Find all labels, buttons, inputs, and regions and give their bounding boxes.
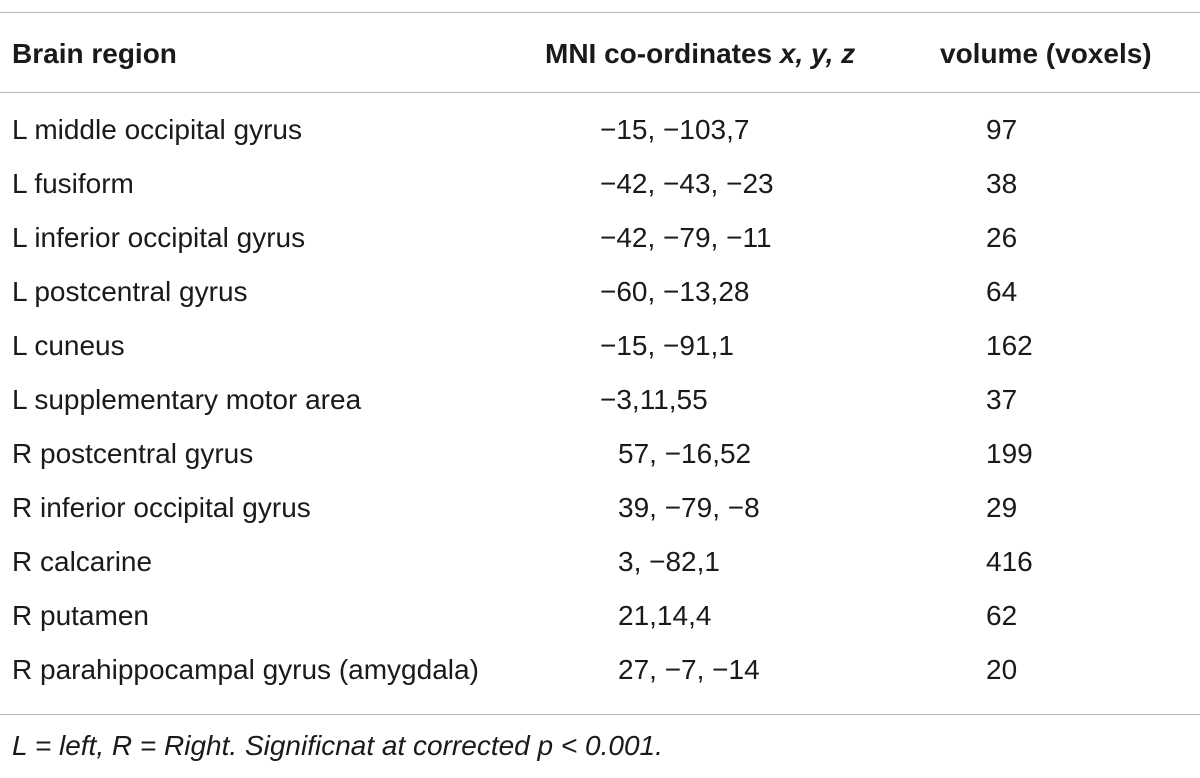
- table-row: L cuneus −15, −91,1 162: [0, 320, 1200, 374]
- cell-mni: −15, −91,1: [600, 330, 734, 361]
- cell-volume: 38: [986, 168, 1018, 199]
- table-row: R parahippocampal gyrus (amygdala) 27, −…: [0, 644, 1200, 698]
- cell-mni: 3, −82,1: [618, 546, 720, 577]
- cell-mni: −60, −13,28: [600, 276, 750, 307]
- table-row: L middle occipital gyrus −15, −103,7 97: [0, 104, 1200, 158]
- cell-mni: 27, −7, −14: [618, 654, 760, 685]
- header-mni-label: MNI co-ordinates: [545, 38, 780, 69]
- cell-mni: −42, −79, −11: [600, 222, 772, 253]
- table-top-rule: [0, 12, 1200, 13]
- cell-mni: −3,11,55: [600, 384, 708, 415]
- table-row: R postcentral gyrus 57, −16,52 199: [0, 428, 1200, 482]
- cell-volume: 162: [986, 330, 1033, 361]
- cell-mni: 57, −16,52: [618, 438, 752, 469]
- cell-region: L middle occipital gyrus: [12, 114, 302, 145]
- cell-volume: 199: [986, 438, 1033, 469]
- cell-mni: −15, −103,7: [600, 114, 750, 145]
- table-row: L fusiform −42, −43, −23 38: [0, 158, 1200, 212]
- header-divider-rule: [0, 92, 1200, 93]
- cell-volume: 20: [986, 654, 1018, 685]
- table-footnote: L = left, R = Right. Significnat at corr…: [12, 730, 663, 761]
- cell-region: R parahippocampal gyrus (amygdala): [12, 654, 479, 685]
- cell-region: L supplementary motor area: [12, 384, 362, 415]
- cell-region: R calcarine: [12, 546, 153, 577]
- cell-mni: 39, −79, −8: [618, 492, 760, 523]
- cell-volume: 26: [986, 222, 1018, 253]
- table-row: L supplementary motor area −3,11,55 37: [0, 374, 1200, 428]
- table-row: L inferior occipital gyrus −42, −79, −11…: [0, 212, 1200, 266]
- header-mni-axes: x, y, z: [779, 38, 856, 69]
- cell-volume: 37: [986, 384, 1018, 415]
- header-mni-coordinates: MNI co-ordinates x, y, z: [545, 34, 855, 74]
- table-row: L postcentral gyrus −60, −13,28 64: [0, 266, 1200, 320]
- cell-volume: 97: [986, 114, 1018, 145]
- cell-region: L inferior occipital gyrus: [12, 222, 306, 253]
- cell-region: R inferior occipital gyrus: [12, 492, 311, 523]
- table-body: L middle occipital gyrus −15, −103,7 97 …: [0, 104, 1200, 698]
- cell-volume: 62: [986, 600, 1018, 631]
- cell-region: L fusiform: [12, 168, 134, 199]
- cell-region: L cuneus: [12, 330, 125, 361]
- cell-volume: 416: [986, 546, 1033, 577]
- cell-region: R putamen: [12, 600, 149, 631]
- cell-volume: 64: [986, 276, 1018, 307]
- table-row: R inferior occipital gyrus 39, −79, −8 2…: [0, 482, 1200, 536]
- table-row: R calcarine 3, −82,1 416: [0, 536, 1200, 590]
- cell-mni: 21,14,4: [618, 600, 712, 631]
- cell-mni: −42, −43, −23: [600, 168, 774, 199]
- cell-region: L postcentral gyrus: [12, 276, 248, 307]
- cell-volume: 29: [986, 492, 1018, 523]
- table-bottom-rule: [0, 714, 1200, 715]
- table-row: R putamen 21,14,4 62: [0, 590, 1200, 644]
- header-brain-region: Brain region: [12, 38, 177, 69]
- cell-region: R postcentral gyrus: [12, 438, 254, 469]
- header-volume: volume (voxels): [940, 38, 1152, 69]
